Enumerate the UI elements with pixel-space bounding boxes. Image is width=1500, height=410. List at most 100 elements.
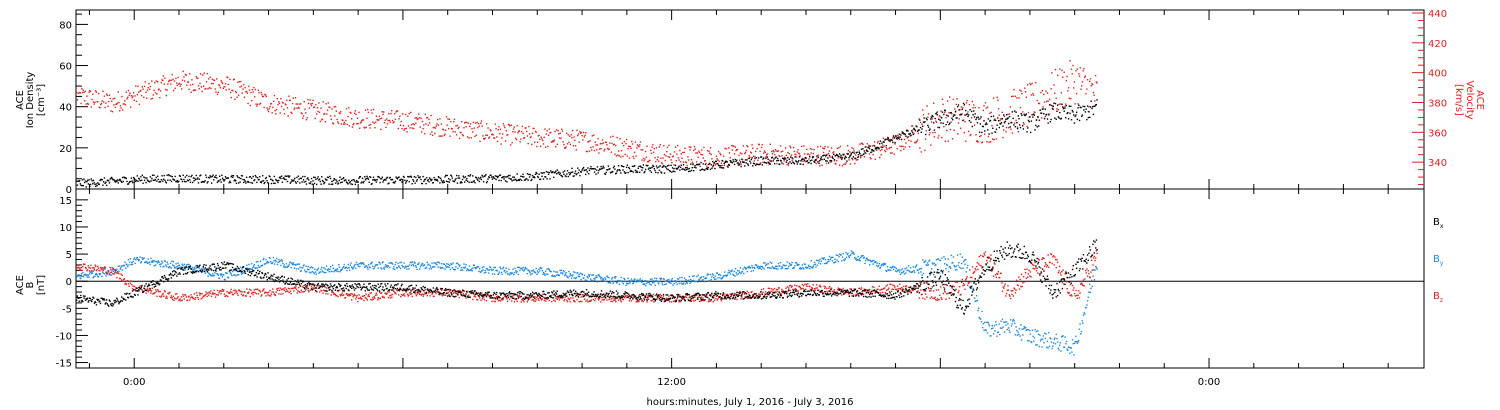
velocity-series-point: [400, 120, 402, 123]
density-series-point: [547, 173, 550, 176]
density-series-point: [573, 175, 575, 177]
by-series-point: [696, 281, 699, 283]
bz-series-point: [302, 291, 305, 293]
density-series-point: [203, 181, 206, 183]
density-series-point: [571, 171, 574, 173]
by-series-point: [756, 264, 758, 267]
density-series-point: [1027, 119, 1030, 122]
density-series-point: [775, 156, 777, 158]
bz-series-point: [250, 289, 252, 291]
density-series-point: [918, 129, 920, 131]
density-series-point: [981, 125, 984, 128]
density-series-point: [422, 175, 424, 178]
density-series-point: [221, 177, 224, 180]
density-series-point: [288, 176, 290, 178]
density-series-point: [565, 175, 567, 178]
by-series-point: [986, 332, 989, 334]
by-series-point: [688, 275, 691, 278]
velocity-series-point: [639, 141, 642, 143]
velocity-series-point: [430, 114, 432, 117]
density-series-point: [873, 145, 876, 147]
density-series-point: [558, 171, 560, 173]
density-series-point: [80, 184, 82, 187]
by-series-point: [883, 262, 885, 265]
velocity-tick-label: 380: [1428, 98, 1447, 109]
bz-series-point: [248, 288, 251, 291]
density-series-point: [382, 181, 384, 183]
velocity-series-point: [742, 145, 745, 147]
velocity-series-point: [819, 165, 821, 167]
velocity-series-point: [700, 153, 702, 156]
density-series-point: [445, 180, 448, 183]
density-series-point: [1043, 113, 1045, 115]
bz-series-point: [128, 285, 130, 287]
bz-series-point: [288, 291, 290, 294]
by-series-point: [460, 266, 463, 269]
velocity-series-point: [1034, 111, 1036, 114]
density-series-point: [213, 176, 216, 178]
by-series-point: [543, 273, 546, 275]
by-series-point: [609, 281, 611, 283]
velocity-series-point: [315, 104, 317, 106]
density-series-point: [1012, 117, 1014, 120]
velocity-series-point: [841, 156, 843, 159]
by-series-point: [282, 266, 285, 268]
velocity-series-point: [853, 150, 855, 152]
velocity-series-point: [277, 103, 279, 106]
density-series-point: [383, 179, 385, 182]
velocity-series-point: [1018, 97, 1020, 99]
bz-series-point: [429, 295, 431, 297]
velocity-series-point: [599, 143, 602, 145]
density-series-point: [361, 181, 363, 183]
velocity-series-point: [939, 116, 941, 118]
density-series-point: [830, 159, 832, 162]
by-series-point: [632, 282, 635, 284]
velocity-series-point: [612, 135, 614, 138]
density-series-point: [832, 157, 834, 160]
by-series-point: [381, 261, 384, 264]
bz-series-point: [241, 291, 243, 293]
velocity-series-point: [298, 107, 300, 109]
by-series-point: [349, 264, 352, 266]
velocity-series-point: [485, 134, 487, 136]
velocity-series-point: [321, 118, 324, 120]
velocity-series-point: [631, 143, 634, 145]
velocity-series-point: [975, 134, 977, 136]
bz-series-point: [356, 294, 358, 297]
density-series-point: [928, 129, 930, 131]
velocity-series-point: [637, 145, 639, 147]
by-series-point: [1085, 306, 1087, 309]
b-tick-label: 5: [66, 250, 72, 261]
by-series-point: [523, 270, 525, 272]
density-series-point: [714, 167, 716, 170]
density-series-point: [85, 186, 87, 188]
by-series-point: [112, 268, 114, 271]
density-series-point: [352, 179, 354, 181]
density-series-point: [341, 181, 343, 183]
by-series-point: [428, 268, 431, 270]
by-series-point: [736, 274, 738, 276]
by-series-point: [1082, 322, 1084, 324]
by-series-point: [173, 265, 175, 267]
density-series-point: [165, 182, 168, 184]
velocity-series-point: [789, 145, 791, 147]
by-series-point: [551, 274, 554, 277]
by-series-point: [1027, 328, 1030, 331]
density-series-point: [728, 164, 731, 166]
density-series-point: [420, 182, 423, 185]
bz-series-point: [114, 270, 117, 272]
bz-series-point: [331, 291, 334, 293]
by-series-point: [896, 270, 898, 273]
velocity-series-point: [810, 152, 812, 154]
by-series-point: [1053, 338, 1055, 341]
by-series-point: [848, 256, 851, 259]
bz-series-point: [347, 293, 350, 296]
density-series-point: [186, 174, 188, 177]
by-series-point: [990, 327, 993, 330]
bz-series-point: [353, 294, 355, 297]
velocity-series-point: [449, 135, 451, 137]
density-series-point: [673, 167, 675, 170]
velocity-series-point: [852, 148, 855, 150]
bz-series-point: [164, 291, 166, 293]
bz-series-point: [311, 284, 313, 286]
